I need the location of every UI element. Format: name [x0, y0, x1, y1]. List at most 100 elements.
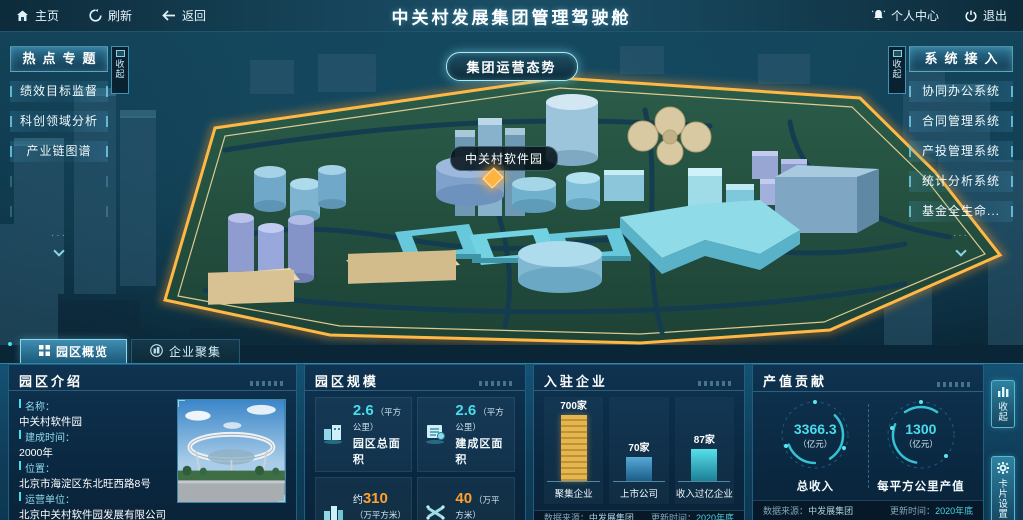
system-item[interactable]: 基金全生命... [909, 201, 1013, 222]
back-arrow-icon [162, 10, 176, 21]
hot-topics-title: 热点专题 [10, 46, 108, 72]
intro-field: 建成时间： 2000年 [19, 429, 169, 460]
gear-icon [997, 462, 1010, 477]
refresh-button[interactable]: 刷新 [89, 7, 132, 24]
panel-band: 园区介绍 名称： 中关村软件园 建成时间： 2000年 位置： 北京市海淀区东北旺西路… [0, 363, 1023, 520]
hot-topics-chevron-down-icon[interactable] [53, 245, 65, 257]
intro-field: 名称： 中关村软件园 [19, 398, 169, 429]
panel-code-decoration [478, 381, 515, 386]
panel-park-scale: 园区规模 2.6 （平方公里） 园区总面积 2.6 （平方公里） 建成区面积 [303, 364, 526, 520]
selfheld-area-icon [424, 501, 448, 520]
refresh-label: 刷新 [108, 9, 133, 23]
side-button-column: 收起 卡片设置 [991, 364, 1016, 520]
hot-topics-panel: 热点专题 收起 绩效目标监督 科创领域分析 产业链图谱 ··· [10, 46, 129, 257]
park-map-3d [0, 32, 1023, 345]
panel-code-decoration [698, 381, 735, 386]
built-area-icon [424, 421, 448, 448]
home-button[interactable]: 主页 [16, 7, 59, 24]
panel-code-decoration [937, 382, 974, 387]
card-settings-button[interactable]: 卡片设置 [991, 456, 1016, 520]
hot-topic-item-empty [10, 171, 108, 192]
gauge-ring [887, 400, 955, 469]
user-center-button[interactable]: 个人中心 [871, 7, 939, 24]
gauge-total-revenue: 3366.3 （亿元） 总收入 [763, 398, 868, 494]
bar-baseline [547, 481, 600, 482]
power-icon [965, 10, 977, 22]
logout-button[interactable]: 退出 [965, 7, 1007, 24]
system-access-title: 系统接入 [909, 46, 1013, 72]
panel-enterprises: 入驻企业 700家 聚集企业 70家 上市公司 [532, 364, 746, 520]
back-label: 返回 [182, 9, 207, 23]
bar-baseline [612, 481, 666, 482]
bar-column: 700家 聚集企业 [543, 397, 604, 504]
top-bar: 主页 刷新 返回 中关村发展集团管理驾驶舱 个人中心 退出 [0, 0, 1023, 32]
system-access-collapse-button[interactable]: 收起 [888, 46, 906, 94]
hot-topic-item[interactable]: 产业链图谱 [10, 141, 108, 162]
gauge-ring [781, 400, 849, 469]
divider [867, 404, 869, 488]
refresh-icon [89, 9, 102, 22]
panel-title: 园区介绍 [19, 374, 84, 389]
total-area-icon [322, 421, 346, 448]
building-circle-icon [150, 343, 163, 360]
metric-built-area: 2.6 （平方公里） 建成区面积 [417, 397, 515, 472]
collapse-icon [115, 50, 125, 57]
bar-chart-icon [997, 386, 1009, 400]
tab-label: 园区概览 [56, 345, 109, 359]
photo-corner [277, 495, 285, 502]
logout-label: 退出 [982, 9, 1007, 23]
enterprise-bar-chart: 700家 聚集企业 70家 上市公司 87家 [543, 397, 735, 504]
bar [691, 449, 718, 481]
metric-carrier-area: 约310（万平方米） 载体面积 [314, 477, 413, 520]
bar-column: 70家 上市公司 [609, 397, 669, 504]
photo-corner [177, 400, 185, 407]
bottom-section: 园区概览 企业聚集 园区介绍 名称： 中关村软件园 建成时间： 2000年 位置：北… [0, 338, 1023, 520]
map-area: 集团运营态势 中关村软件园 热点专题 收起 绩效目标监督 科创领域分析 产业链图… [0, 32, 1023, 345]
park-map-label[interactable]: 中关村软件园 [450, 146, 559, 171]
bar-column: 87家 收入过亿企业 [674, 397, 735, 504]
bell-icon [871, 9, 885, 22]
back-button[interactable]: 返回 [162, 7, 206, 24]
intro-field: 运营单位： 北京中关村软件园发展有限公司 [19, 491, 169, 520]
hot-topics-more: ··· [51, 230, 67, 241]
tab-label: 企业聚集 [169, 345, 222, 359]
system-item[interactable]: 合同管理系统 [909, 111, 1013, 132]
carrier-area-icon [322, 501, 346, 520]
bar [625, 457, 652, 481]
metric-total-area: 2.6 （平方公里） 园区总面积 [314, 397, 413, 472]
hot-topic-item[interactable]: 科创领域分析 [10, 111, 108, 132]
group-operation-mode-button[interactable]: 集团运营态势 [445, 52, 578, 81]
intro-field: 位置： 北京市海淀区东北旺西路8号 [19, 460, 169, 491]
hot-topics-collapse-button[interactable]: 收起 [111, 46, 129, 94]
system-item[interactable]: 统计分析系统 [909, 171, 1013, 192]
cards-collapse-button[interactable]: 收起 [991, 380, 1016, 428]
tab-row-dot [8, 342, 12, 346]
panel-code-decoration [249, 381, 286, 386]
bar [560, 415, 587, 481]
panel-title: 园区规模 [314, 374, 379, 389]
system-access-panel: 系统接入 收起 协同办公系统 合同管理系统 产投管理系统 统计分析系统 基金全生… [888, 46, 1013, 257]
panel-title: 入驻企业 [543, 374, 608, 389]
panel-output-value: 产值贡献 3366.3 （亿元） [752, 364, 985, 520]
system-access-more: ··· [953, 230, 969, 241]
collapse-icon [892, 50, 902, 57]
hot-topic-item[interactable]: 绩效目标监督 [10, 81, 108, 102]
tab-row: 园区概览 企业聚集 [0, 338, 1023, 363]
system-access-chevron-down-icon[interactable] [955, 245, 967, 257]
user-center-label: 个人中心 [890, 9, 939, 23]
panel-title: 产值贡献 [763, 374, 828, 389]
tab-park-overview[interactable]: 园区概览 [20, 339, 128, 363]
metric-selfheld-area: 40（万平方米） 自持面积 [417, 477, 515, 520]
page-title: 中关村发展集团管理驾驶舱 [391, 8, 632, 27]
system-item[interactable]: 协同办公系统 [909, 81, 1013, 102]
system-item[interactable]: 产投管理系统 [909, 141, 1013, 162]
grid-icon [39, 344, 50, 359]
bar-baseline [678, 481, 731, 482]
gauge-output-per-km2: 1300 （亿元） 每平方公里产值 [869, 398, 974, 494]
panel-park-intro: 园区介绍 名称： 中关村软件园 建成时间： 2000年 位置： 北京市海淀区东北旺西路… [8, 364, 297, 520]
home-label: 主页 [35, 9, 60, 23]
tab-enterprise-cluster[interactable]: 企业聚集 [131, 339, 241, 363]
park-photo [177, 399, 286, 503]
hot-topic-item-empty [10, 201, 108, 222]
home-icon [16, 10, 29, 22]
